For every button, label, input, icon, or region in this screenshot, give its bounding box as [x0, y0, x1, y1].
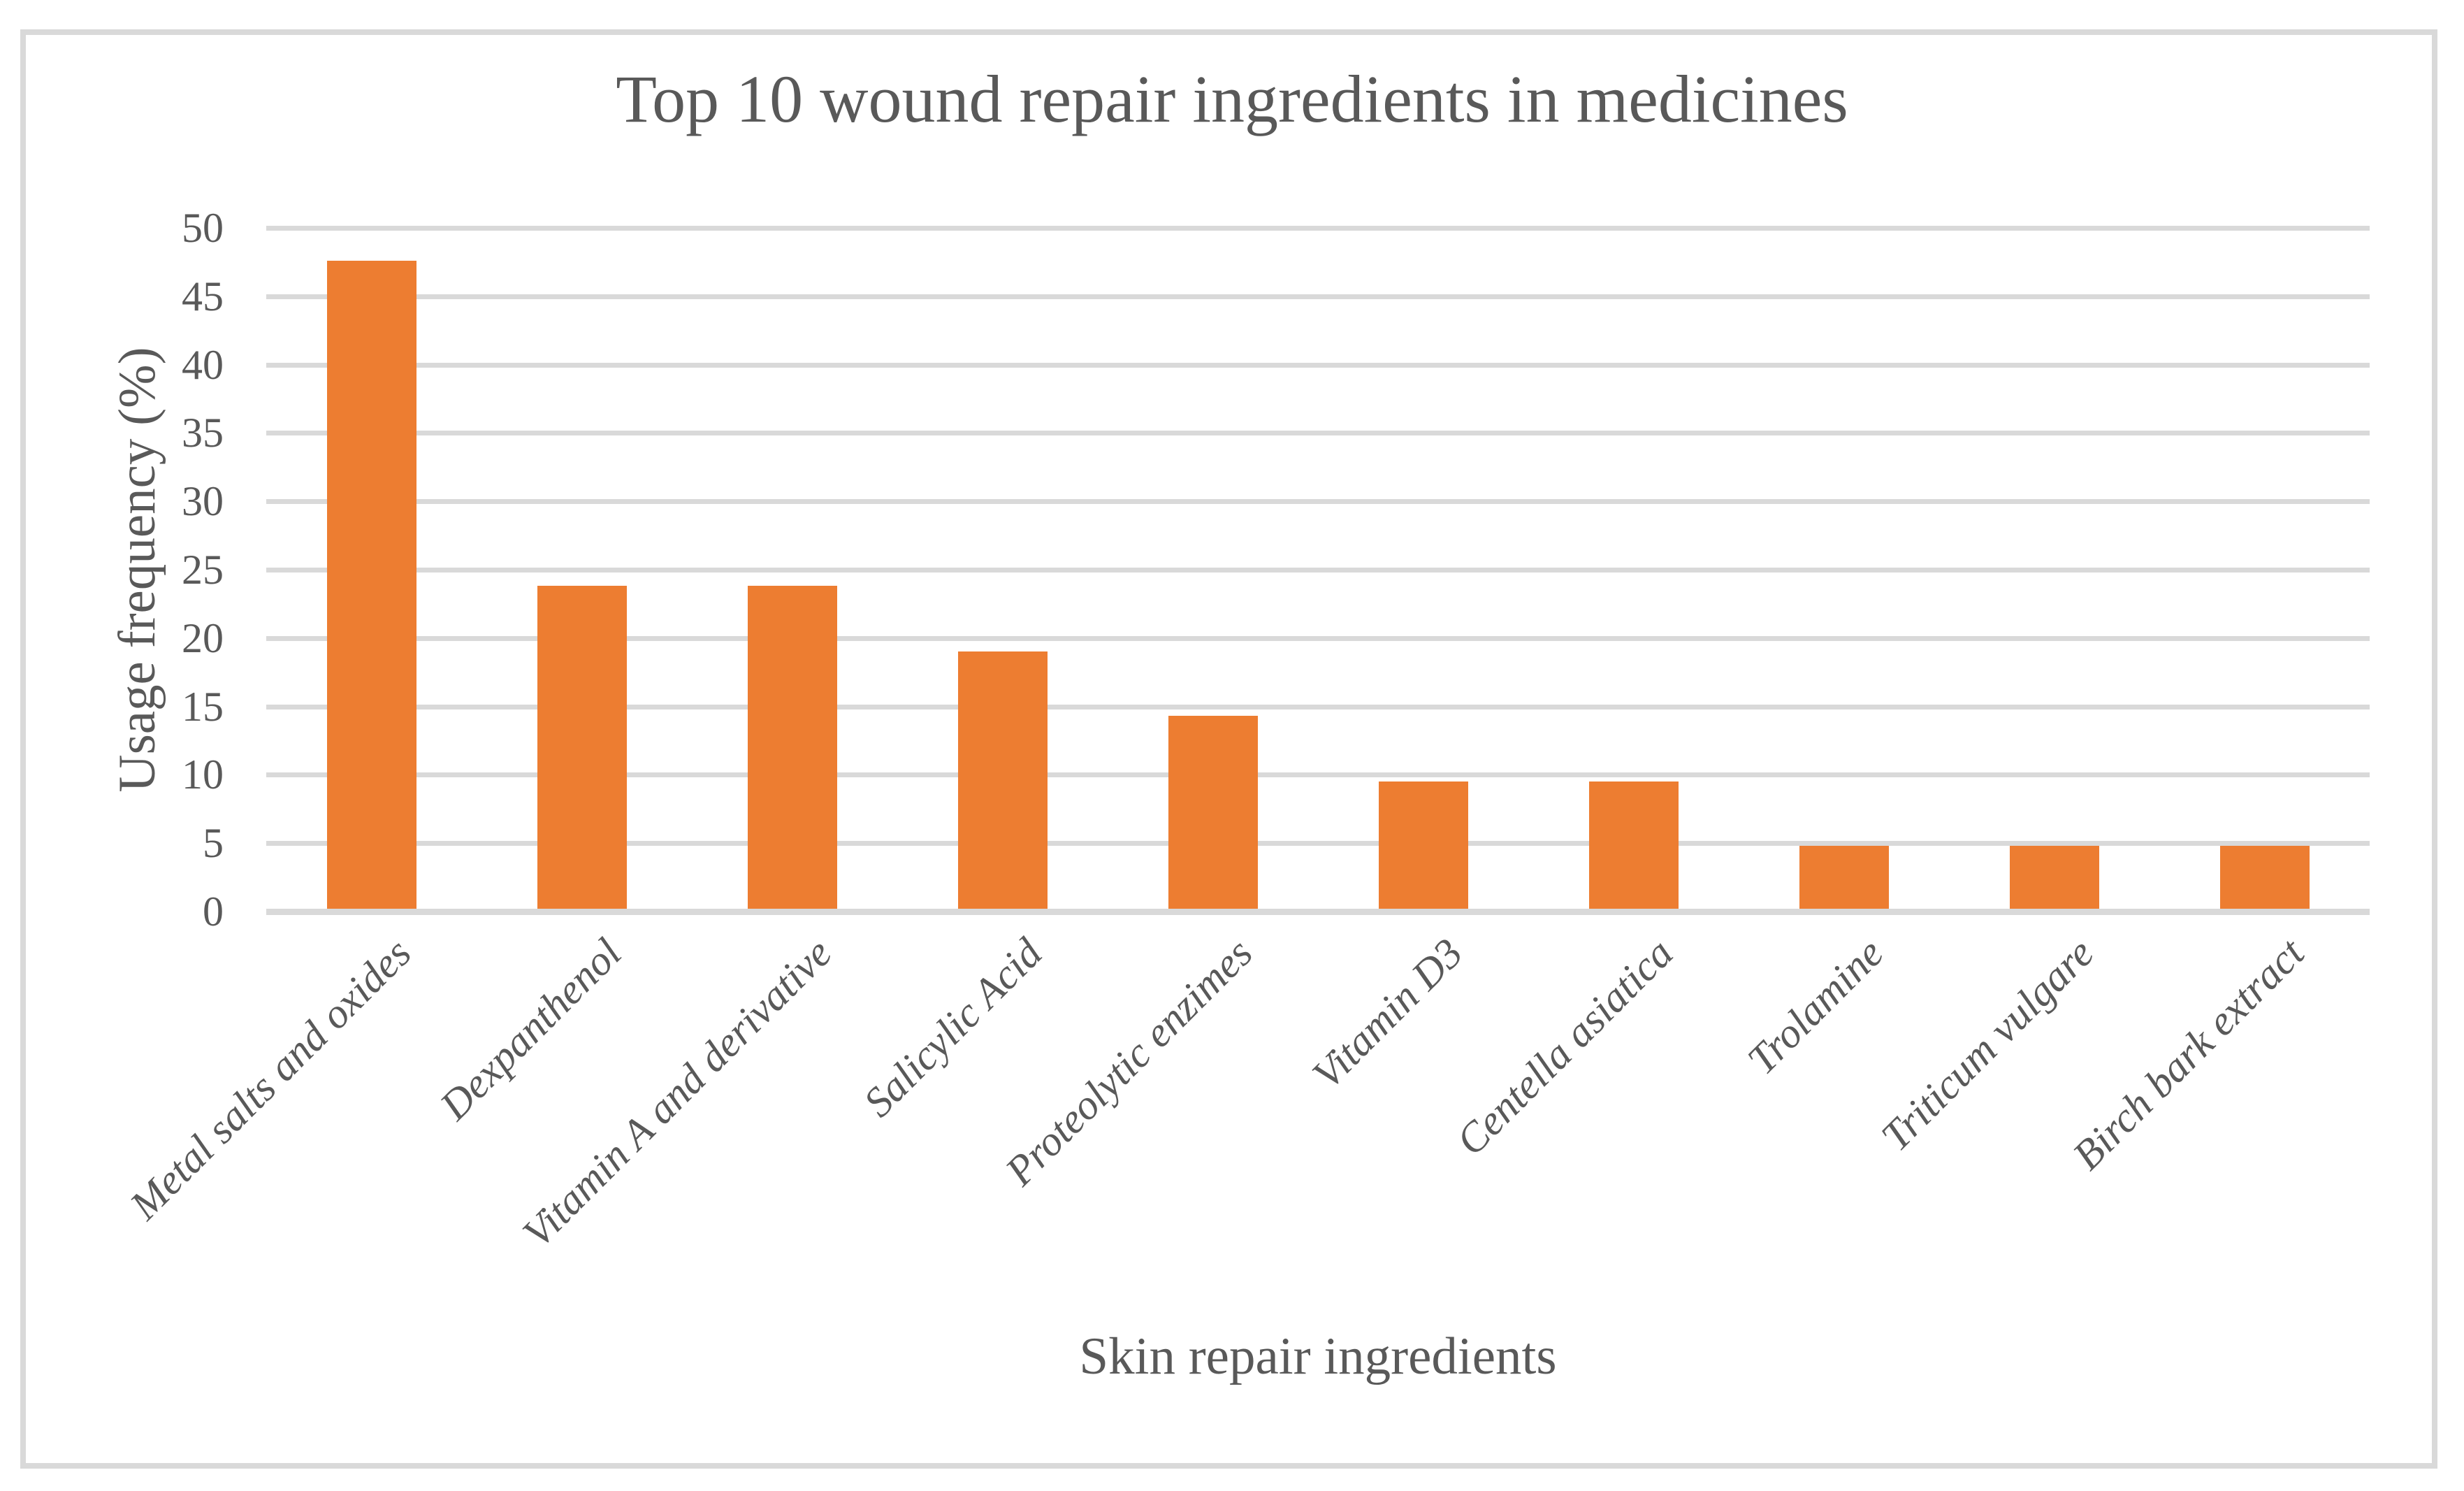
x-axis-title: Skin repair ingredients — [1079, 1327, 1557, 1385]
y-tick-label: 40 — [182, 341, 224, 388]
bar-birch-bark-extract — [2219, 846, 2310, 912]
bar-centella-asiatica — [1588, 781, 1679, 912]
bar-proteolytic-enzimes — [1168, 716, 1258, 912]
x-axis-line — [266, 909, 2370, 915]
bar-vitamin-a-and-derivative — [747, 586, 837, 912]
y-gridline — [266, 635, 2370, 641]
y-gridline — [266, 294, 2370, 299]
y-gridline — [266, 772, 2370, 778]
y-tick-label: 35 — [182, 410, 224, 456]
y-gridline — [266, 704, 2370, 710]
bar-metal-salts-and-oxides — [326, 260, 416, 912]
y-tick-label: 20 — [182, 614, 224, 661]
y-tick-label: 50 — [182, 205, 224, 251]
y-gridline — [266, 568, 2370, 572]
chart-title: Top 10 wound repair ingredients in medic… — [616, 62, 1848, 136]
bar-trolamine — [1799, 846, 1889, 912]
y-gridline — [266, 226, 2370, 231]
y-tick-label: 30 — [182, 478, 224, 525]
y-tick-label: 5 — [203, 820, 224, 867]
bar-dexpanthenol — [537, 586, 627, 912]
bar-salicylic-acid — [957, 651, 1048, 912]
y-gridline — [266, 841, 2370, 847]
y-gridline — [266, 499, 2370, 505]
y-tick-label: 15 — [182, 683, 224, 730]
bar-vitamin-d3 — [1378, 781, 1468, 912]
y-gridline — [266, 362, 2370, 368]
bar-triticum-vulgare — [2009, 846, 2099, 912]
y-gridline — [266, 431, 2370, 436]
y-tick-label: 10 — [182, 751, 224, 798]
chart-border-frame — [20, 29, 2437, 1469]
y-tick-label: 45 — [182, 273, 224, 319]
y-tick-label: 25 — [182, 547, 224, 593]
y-tick-label: 0 — [203, 888, 224, 935]
